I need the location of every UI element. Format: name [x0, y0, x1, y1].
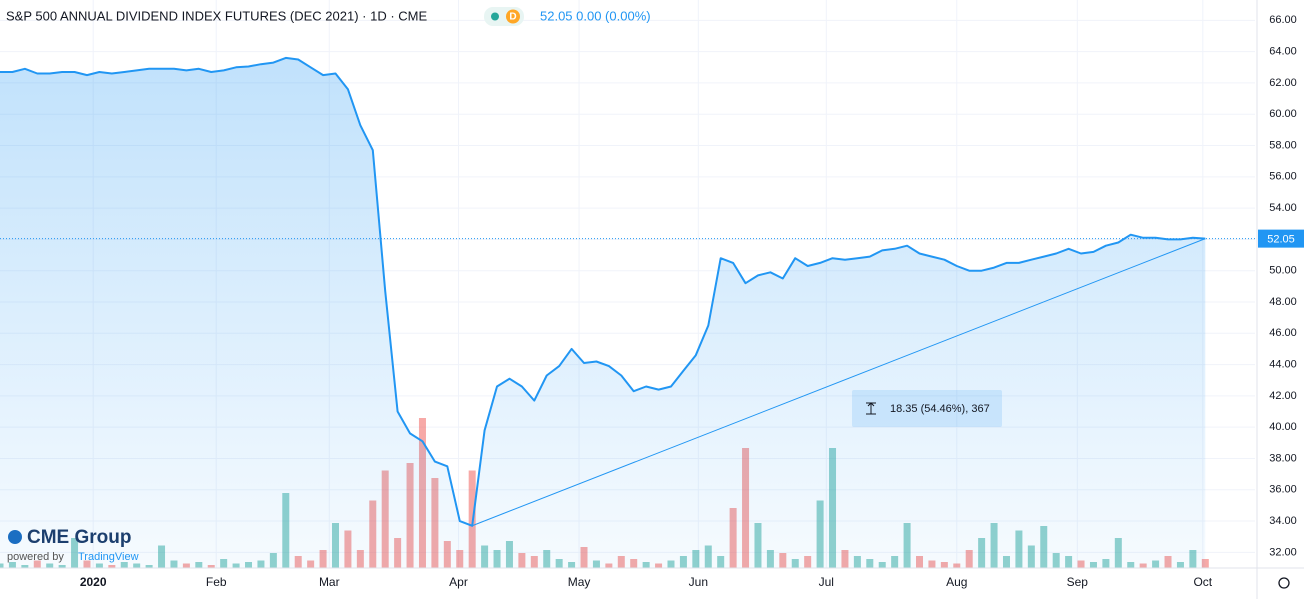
y-tick-label: 34.00 — [1269, 515, 1297, 527]
measure-line — [471, 238, 1206, 527]
last-price-tag — [1258, 229, 1304, 248]
y-tick-label: 48.00 — [1269, 296, 1297, 308]
x-tick-label: 2020 — [80, 575, 107, 589]
price-readout: 52.05 0.00 (0.00%) — [540, 8, 651, 23]
y-tick-label: 56.00 — [1269, 171, 1297, 183]
measure-icon — [866, 402, 876, 415]
logo-text: CME Group — [27, 527, 132, 548]
status-dot — [491, 12, 499, 21]
y-tick-label: 60.00 — [1269, 108, 1297, 120]
y-tick-label: 36.00 — [1269, 484, 1297, 496]
y-tick-label: 64.00 — [1269, 46, 1297, 58]
y-tick-label: 62.00 — [1269, 77, 1297, 89]
delay-badge: D — [509, 12, 516, 23]
x-tick-label: Oct — [1193, 575, 1212, 589]
x-tick-label: Jul — [819, 575, 834, 589]
y-tick-label: 54.00 — [1269, 202, 1297, 214]
y-tick-label: 44.00 — [1269, 358, 1297, 370]
logo: CME Group powered by TradingView — [7, 527, 139, 563]
y-tick-label: 46.00 — [1269, 327, 1297, 339]
y-tick-label: 40.00 — [1269, 421, 1297, 433]
y-tick-label: 66.00 — [1269, 14, 1297, 26]
chart-title: S&P 500 ANNUAL DIVIDEND INDEX FUTURES (D… — [6, 8, 427, 23]
y-tick-label: 42.00 — [1269, 390, 1297, 402]
y-tick-label: 50.00 — [1269, 265, 1297, 277]
x-tick-label: Jun — [689, 575, 708, 589]
y-tick-label: 32.00 — [1269, 546, 1297, 558]
provider: TradingView — [78, 551, 139, 563]
price-area — [0, 57, 1206, 569]
y-tick-label: 38.00 — [1269, 452, 1297, 464]
x-tick-label: Apr — [449, 575, 468, 589]
x-tick-label: May — [568, 575, 591, 589]
delay-dot — [506, 9, 520, 24]
powered-by: powered by — [7, 551, 64, 563]
x-tick-label: Feb — [206, 575, 227, 589]
measure-label: 18.35 (54.46%), 367 — [890, 403, 990, 415]
settings-gear[interactable] — [1278, 577, 1290, 589]
x-tick-label: Sep — [1067, 575, 1089, 589]
settings-icon[interactable] — [1278, 577, 1290, 589]
x-tick-label: Aug — [946, 575, 967, 589]
x-tick-label: Mar — [319, 575, 340, 589]
measure-box — [852, 390, 1002, 427]
logo-globe — [8, 530, 22, 544]
price-line — [0, 56, 1206, 527]
y-tick-label: 58.00 — [1269, 139, 1297, 151]
last-price-label: 52.05 — [1267, 234, 1295, 246]
